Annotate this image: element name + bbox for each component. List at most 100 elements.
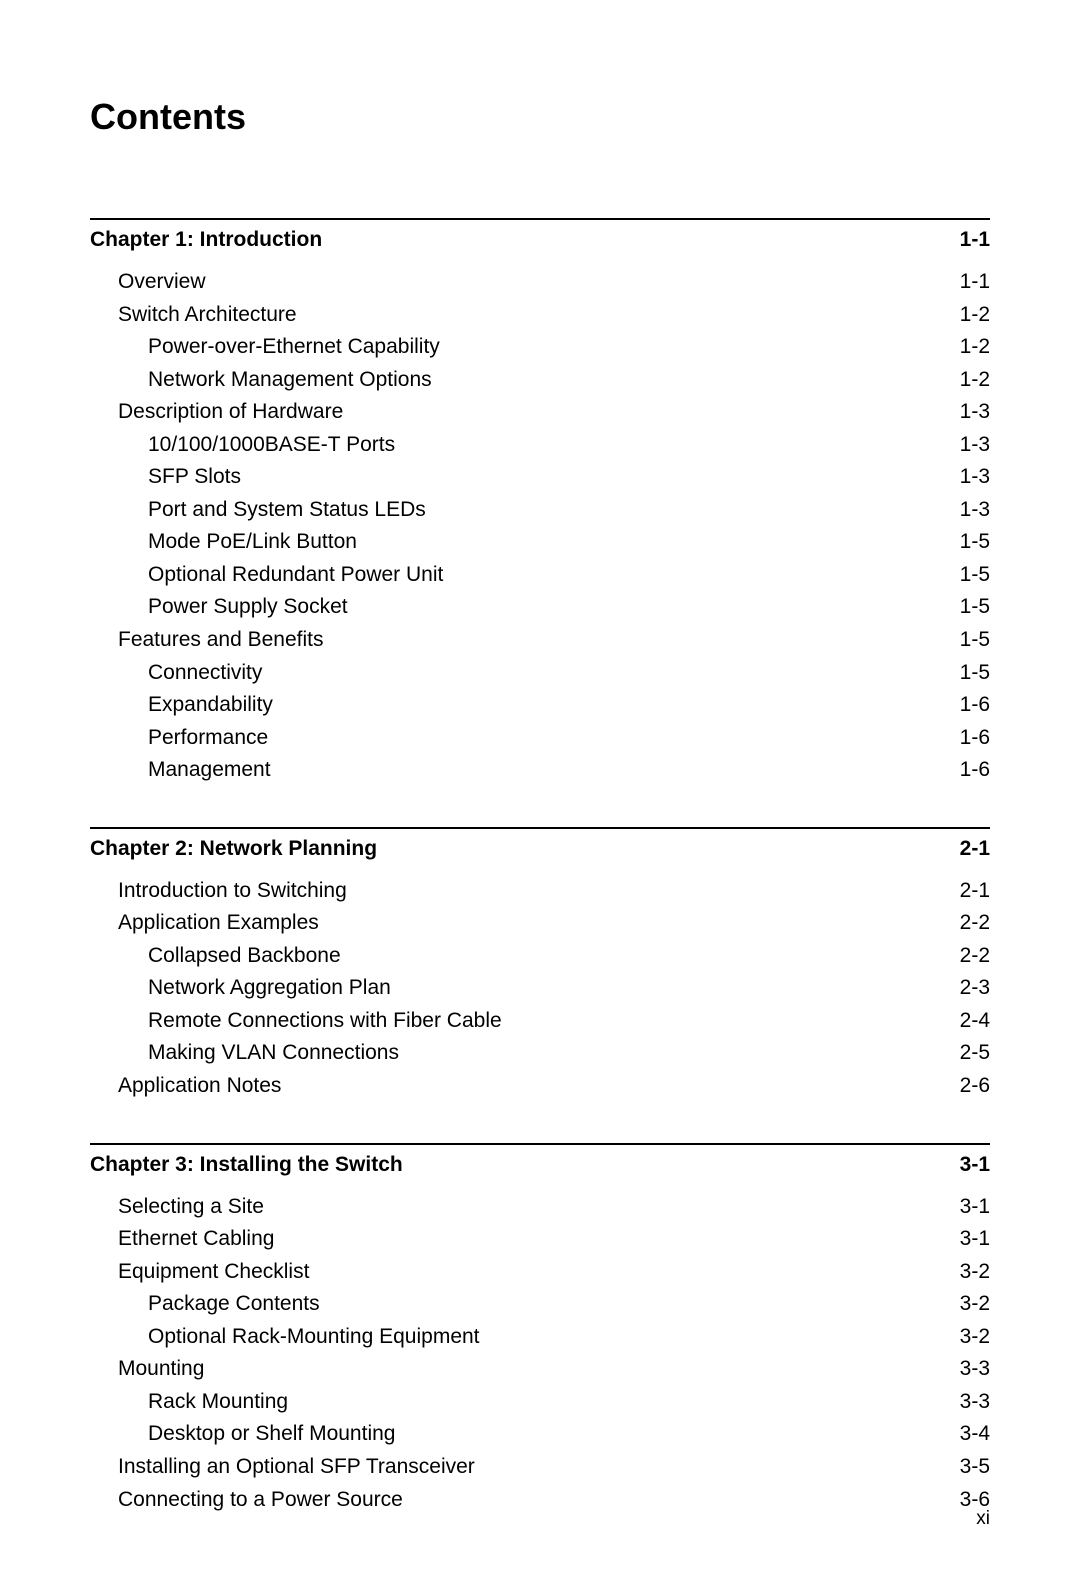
toc-container: Chapter 1: Introduction1-1Overview1-1Swi… bbox=[90, 218, 990, 1516]
chapter-title: Chapter 3: Installing the Switch bbox=[90, 1153, 403, 1177]
toc-entry-label: Application Examples bbox=[90, 907, 319, 940]
toc-entry-label: Application Notes bbox=[90, 1070, 281, 1103]
page-footer-number: xi bbox=[976, 1508, 990, 1530]
toc-entry: Performance1-6 bbox=[90, 722, 990, 755]
toc-entry-page: 3-5 bbox=[960, 1451, 990, 1484]
toc-entry-label: Mode PoE/Link Button bbox=[90, 526, 357, 559]
toc-entry-label: Features and Benefits bbox=[90, 624, 323, 657]
toc-entry-label: Equipment Checklist bbox=[90, 1256, 309, 1289]
toc-entry: Network Management Options1-2 bbox=[90, 364, 990, 397]
toc-entry: SFP Slots1-3 bbox=[90, 461, 990, 494]
toc-entry-label: Collapsed Backbone bbox=[90, 940, 341, 973]
toc-entry-page: 1-6 bbox=[960, 754, 990, 787]
toc-entry: Application Notes 2-6 bbox=[90, 1070, 990, 1103]
chapter-title: Chapter 1: Introduction bbox=[90, 228, 322, 252]
toc-entry-label: Switch Architecture bbox=[90, 299, 297, 332]
toc-entry-label: Mounting bbox=[90, 1353, 204, 1386]
toc-entry: Features and Benefits 1-5 bbox=[90, 624, 990, 657]
toc-entry: Installing an Optional SFP Transceiver 3-… bbox=[90, 1451, 990, 1484]
toc-entry-label: Package Contents bbox=[90, 1288, 320, 1321]
toc-entry: Power Supply Socket 1-5 bbox=[90, 591, 990, 624]
toc-entry-page: 1-1 bbox=[960, 266, 990, 299]
toc-entry-label: Connectivity bbox=[90, 657, 262, 690]
toc-entry: Connectivity 1-5 bbox=[90, 657, 990, 690]
toc-entry-page: 1-3 bbox=[960, 429, 990, 462]
toc-entry-page: 3-1 bbox=[960, 1223, 990, 1256]
toc-entry: Collapsed Backbone 2-2 bbox=[90, 940, 990, 973]
toc-entry-page: 1-2 bbox=[960, 331, 990, 364]
toc-entry-page: 1-6 bbox=[960, 689, 990, 722]
toc-entry-label: Making VLAN Connections bbox=[90, 1037, 399, 1070]
toc-entry: Rack Mounting 3-3 bbox=[90, 1386, 990, 1419]
toc-entry-label: Installing an Optional SFP Transceiver bbox=[90, 1451, 475, 1484]
toc-entry-label: Selecting a Site bbox=[90, 1191, 264, 1224]
chapter-section: Chapter 3: Installing the Switch3-1Selec… bbox=[90, 1143, 990, 1516]
toc-entry-label: Port and System Status LEDs bbox=[90, 494, 426, 527]
toc-entry-label: Remote Connections with Fiber Cable bbox=[90, 1005, 502, 1038]
toc-entry-label: Management bbox=[90, 754, 271, 787]
toc-entry: Expandability 1-6 bbox=[90, 689, 990, 722]
toc-entry: Management 1-6 bbox=[90, 754, 990, 787]
toc-entry: Description of Hardware1-3 bbox=[90, 396, 990, 429]
toc-entry-page: 1-5 bbox=[960, 559, 990, 592]
toc-entry-label: Power-over-Ethernet Capability bbox=[90, 331, 440, 364]
toc-entry-label: 10/100/1000BASE-T Ports bbox=[90, 429, 395, 462]
chapter-section: Chapter 2: Network Planning 2-1 Introducti… bbox=[90, 827, 990, 1103]
toc-entry-label: Power Supply Socket bbox=[90, 591, 348, 624]
toc-entry-label: SFP Slots bbox=[90, 461, 241, 494]
toc-entry-label: Introduction to Switching bbox=[90, 875, 347, 908]
toc-entry-label: Connecting to a Power Source bbox=[90, 1484, 403, 1517]
toc-entry-label: Ethernet Cabling bbox=[90, 1223, 274, 1256]
toc-entry: Desktop or Shelf Mounting 3-4 bbox=[90, 1418, 990, 1451]
toc-entry-page: 1-5 bbox=[960, 624, 990, 657]
toc-entry-page: 2-4 bbox=[960, 1005, 990, 1038]
chapter-header: Chapter 1: Introduction 1-1 bbox=[90, 218, 990, 252]
toc-entry-page: 3-4 bbox=[960, 1418, 990, 1451]
toc-entry: Optional Redundant Power Unit 1-5 bbox=[90, 559, 990, 592]
toc-entry-page: 3-3 bbox=[960, 1386, 990, 1419]
chapter-page: 2-1 bbox=[960, 837, 990, 861]
toc-entry: Equipment Checklist 3-2 bbox=[90, 1256, 990, 1289]
chapter-header: Chapter 2: Network Planning 2-1 bbox=[90, 827, 990, 861]
toc-entry: Selecting a Site 3-1 bbox=[90, 1191, 990, 1224]
toc-entry-label: Rack Mounting bbox=[90, 1386, 288, 1419]
toc-entry-page: 2-2 bbox=[960, 940, 990, 973]
toc-entry: Overview 1-1 bbox=[90, 266, 990, 299]
toc-entry-label: Optional Rack-Mounting Equipment bbox=[90, 1321, 480, 1354]
toc-entry-page: 1-5 bbox=[960, 591, 990, 624]
toc-entry-page: 1-5 bbox=[960, 657, 990, 690]
toc-entry-page: 1-3 bbox=[960, 494, 990, 527]
toc-entry-label: Overview bbox=[90, 266, 206, 299]
toc-entry-label: Expandability bbox=[90, 689, 273, 722]
toc-entry: Ethernet Cabling 3-1 bbox=[90, 1223, 990, 1256]
toc-entry-page: 1-5 bbox=[960, 526, 990, 559]
toc-entry-page: 2-1 bbox=[960, 875, 990, 908]
toc-entry-label: Optional Redundant Power Unit bbox=[90, 559, 443, 592]
toc-entry-page: 2-6 bbox=[960, 1070, 990, 1103]
toc-entry: Package Contents 3-2 bbox=[90, 1288, 990, 1321]
toc-entry-page: 1-2 bbox=[960, 299, 990, 332]
toc-entry: Remote Connections with Fiber Cable 2-4 bbox=[90, 1005, 990, 1038]
toc-entry: Connecting to a Power Source3-6 bbox=[90, 1484, 990, 1517]
toc-entry: Network Aggregation Plan 2-3 bbox=[90, 972, 990, 1005]
toc-entry: Optional Rack-Mounting Equipment 3-2 bbox=[90, 1321, 990, 1354]
page-title: Contents bbox=[90, 96, 990, 138]
chapter-section: Chapter 1: Introduction1-1Overview1-1Swi… bbox=[90, 218, 990, 787]
toc-entry-page: 3-2 bbox=[960, 1288, 990, 1321]
toc-entry-page: 1-3 bbox=[960, 396, 990, 429]
toc-entry-page: 2-5 bbox=[960, 1037, 990, 1070]
chapter-title: Chapter 2: Network Planning bbox=[90, 837, 377, 861]
toc-entry: Application Examples2-2 bbox=[90, 907, 990, 940]
toc-entry: Making VLAN Connections 2-5 bbox=[90, 1037, 990, 1070]
toc-entry-page: 3-1 bbox=[960, 1191, 990, 1224]
toc-entry-label: Desktop or Shelf Mounting bbox=[90, 1418, 395, 1451]
toc-entry-page: 3-2 bbox=[960, 1256, 990, 1289]
toc-entry-label: Network Management Options bbox=[90, 364, 432, 397]
toc-entry: Switch Architecture 1-2 bbox=[90, 299, 990, 332]
toc-entry: Mounting3-3 bbox=[90, 1353, 990, 1386]
toc-entry-label: Network Aggregation Plan bbox=[90, 972, 391, 1005]
toc-entry-label: Performance bbox=[90, 722, 268, 755]
toc-entry-page: 2-3 bbox=[960, 972, 990, 1005]
chapter-page: 1-1 bbox=[960, 228, 990, 252]
toc-entry-page: 3-2 bbox=[960, 1321, 990, 1354]
